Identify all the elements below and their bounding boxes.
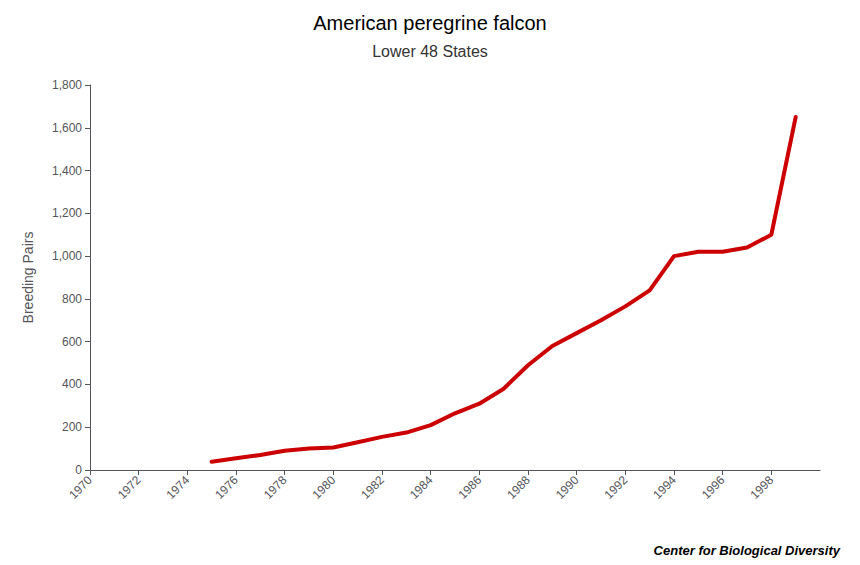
svg-text:1972: 1972 (115, 473, 144, 502)
svg-text:1998: 1998 (748, 473, 777, 502)
svg-text:1978: 1978 (261, 473, 290, 502)
svg-text:Center for Biological Diversit: Center for Biological Diversity (654, 543, 841, 558)
svg-text:1990: 1990 (553, 473, 582, 502)
svg-text:1970: 1970 (66, 473, 95, 502)
svg-text:1994: 1994 (650, 473, 679, 502)
svg-text:Breeding Pairs: Breeding Pairs (20, 232, 36, 324)
svg-text:1980: 1980 (310, 473, 339, 502)
svg-text:1976: 1976 (212, 473, 241, 502)
svg-text:1992: 1992 (602, 473, 631, 502)
svg-text:1982: 1982 (358, 473, 387, 502)
svg-text:200: 200 (62, 420, 82, 434)
svg-text:1974: 1974 (164, 473, 193, 502)
svg-text:400: 400 (62, 377, 82, 391)
svg-text:1984: 1984 (407, 473, 436, 502)
svg-text:1,800: 1,800 (52, 78, 82, 92)
svg-text:1,000: 1,000 (52, 249, 82, 263)
svg-text:0: 0 (75, 463, 82, 477)
svg-text:1996: 1996 (699, 473, 728, 502)
svg-text:American peregrine falcon: American peregrine falcon (313, 12, 546, 34)
svg-text:600: 600 (62, 335, 82, 349)
svg-text:1986: 1986 (456, 473, 485, 502)
svg-text:Lower 48 States: Lower 48 States (372, 43, 488, 60)
svg-text:1,600: 1,600 (52, 121, 82, 135)
svg-text:800: 800 (62, 292, 82, 306)
svg-text:1,400: 1,400 (52, 164, 82, 178)
svg-text:1,200: 1,200 (52, 206, 82, 220)
svg-text:1988: 1988 (504, 473, 533, 502)
